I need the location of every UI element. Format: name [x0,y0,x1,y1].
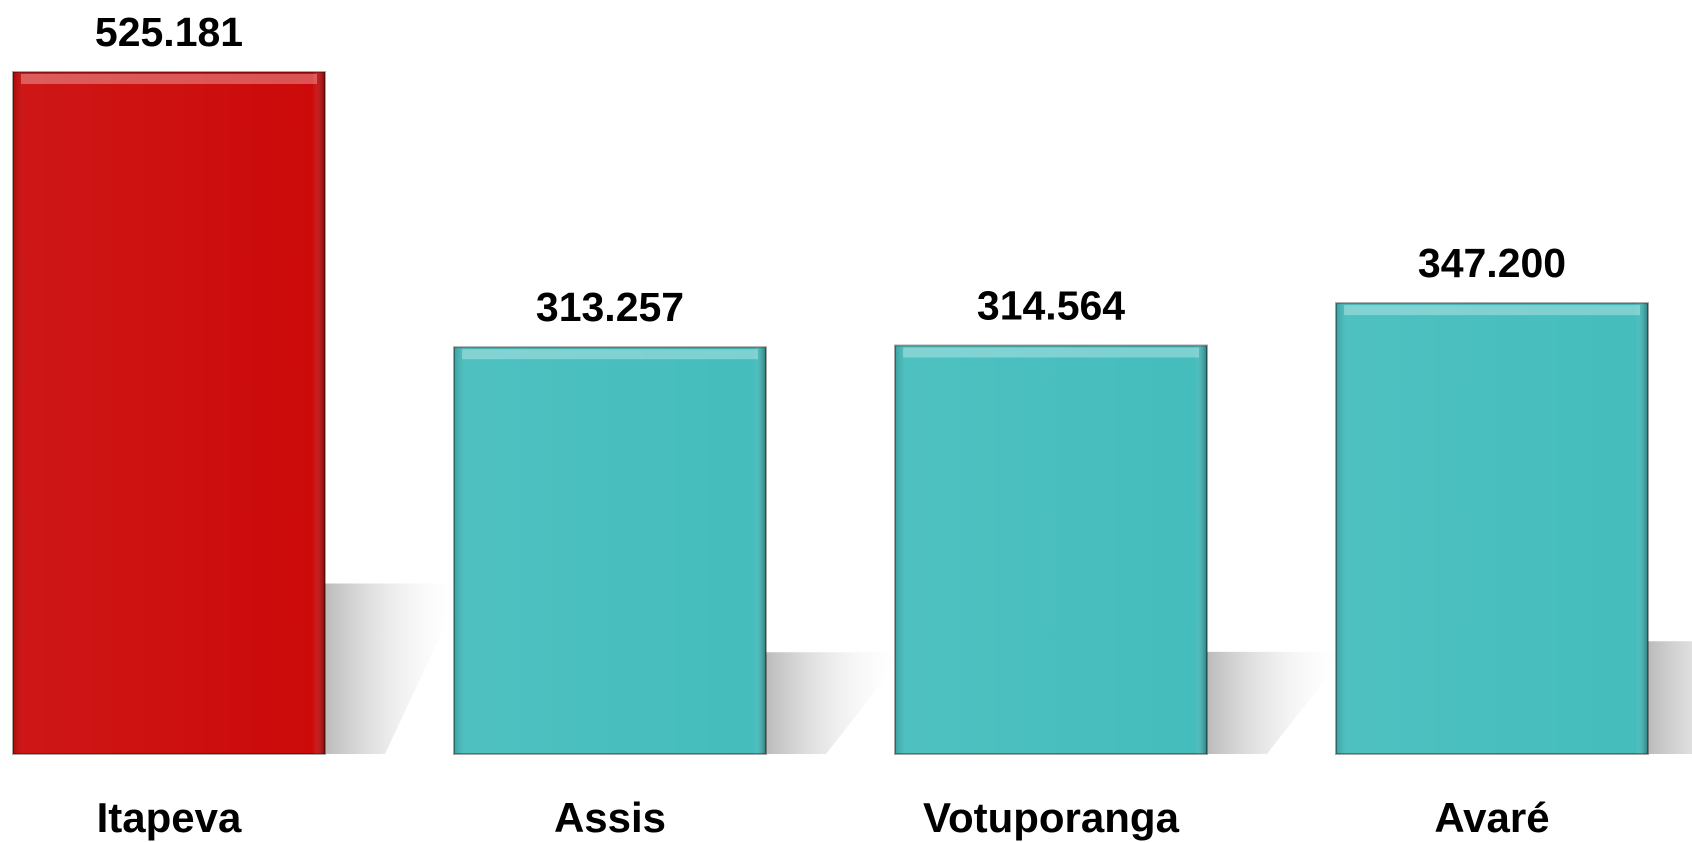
bar-highlight [903,347,1199,358]
bar-highlight [1344,305,1640,316]
shadows [325,583,1692,754]
category-label: Votuporanga [923,794,1180,841]
category-label: Itapeva [97,794,242,841]
category-label: Avaré [1434,794,1549,841]
bar-shadow [766,652,906,754]
bar-bevel [895,345,1207,754]
value-label: 347.200 [1418,240,1566,286]
bar-bevel [13,72,325,754]
value-label: 314.564 [977,283,1125,329]
bars: 525.181 Itapeva 313.257 Assis 314.564 Votupor… [12,9,1649,841]
bar-highlight [21,74,317,84]
bar-bevel [1336,303,1648,754]
value-label: 313.257 [536,284,684,330]
category-label: Assis [554,794,666,841]
bar-shadow [1648,641,1692,754]
bar-highlight [462,349,758,360]
bar-shadow [325,583,465,754]
bar-shadow [1207,651,1347,754]
bar-bevel [454,347,766,754]
value-label: 525.181 [95,9,243,55]
